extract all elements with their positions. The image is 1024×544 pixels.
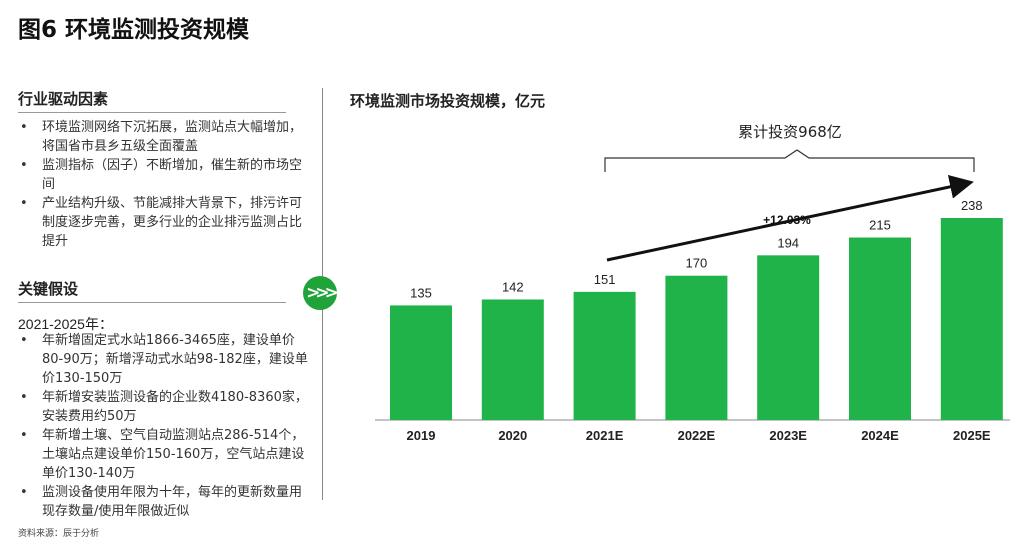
chart-title: 环境监测市场投资规模，亿元	[350, 92, 546, 110]
list-item: 产业结构升级、节能减排大背景下，排污许可制度逐步完善，更多行业的企业排污监测占比…	[18, 194, 308, 251]
growth-arrow	[606, 175, 974, 262]
bar	[390, 305, 452, 420]
tick-label: 2023E	[769, 428, 807, 443]
bar	[940, 218, 1003, 420]
data-label: 215	[869, 218, 891, 233]
bar	[849, 237, 911, 420]
total-annotation: 累计投资968亿	[738, 123, 842, 141]
data-label: 142	[502, 279, 524, 294]
list-item: 年新增安装监测设备的企业数4180-8360家，安装费用约50万	[18, 388, 308, 426]
data-label: 135	[410, 285, 432, 300]
data-label: 194	[777, 235, 799, 250]
list-item: 监测设备使用年限为十年，每年的更新数量用现存数量/使用年限做近似	[18, 483, 308, 521]
list-item: 年新增固定式水站1866-3465座，建设单价80-90万；新增浮动式水站98-…	[18, 331, 308, 388]
tick-label: 2024E	[861, 428, 899, 443]
list-item: 监测指标（因子）不断增加，催生新的市场空间	[18, 156, 308, 194]
tick-label: 2019	[407, 428, 436, 443]
list-item: 环境监测网络下沉拓展，监测站点大幅增加，将国省市县乡五级全面覆盖	[18, 118, 308, 156]
bar	[757, 255, 820, 420]
bar	[573, 291, 636, 420]
tick-label: 2021E	[586, 428, 624, 443]
data-label: 151	[594, 272, 616, 287]
assumptions-period: 2021-2025年：	[18, 316, 113, 332]
bar	[665, 275, 728, 420]
cagr-label: +12.03%	[763, 213, 811, 227]
drivers-list: 环境监测网络下沉拓展，监测站点大幅增加，将国省市县乡五级全面覆盖 监测指标（因子…	[18, 118, 308, 251]
source-note: 资料来源：辰于分析	[18, 529, 100, 539]
tick-label: 2022E	[678, 428, 716, 443]
tick-label: 2020	[498, 428, 527, 443]
assumptions-heading: 关键假设	[18, 278, 286, 303]
data-label: 170	[686, 256, 708, 271]
double-chevron-right-icon: >>>	[303, 276, 339, 310]
drivers-heading: 行业驱动因素	[18, 88, 286, 113]
page-title: 图6 环境监测投资规模	[18, 17, 250, 43]
list-item: 年新增土壤、空气自动监测站点286-514个，土壤站点建设单价150-160万，…	[18, 426, 308, 483]
assumptions-list: 年新增固定式水站1866-3465座，建设单价80-90万；新增浮动式水站98-…	[18, 331, 308, 521]
data-label: 238	[961, 198, 983, 213]
total-bracket	[604, 149, 975, 172]
tick-label: 2025E	[953, 428, 991, 443]
bar	[481, 299, 544, 420]
